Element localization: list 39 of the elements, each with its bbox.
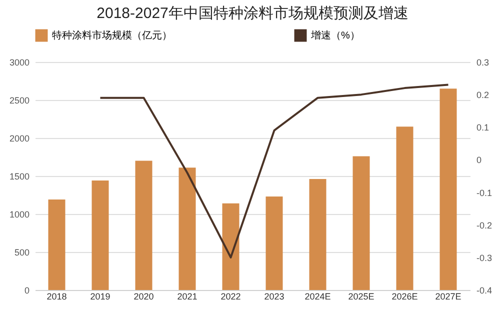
y-tick-label: 1000: [9, 210, 30, 220]
x-tick-label: 2018: [46, 292, 67, 302]
bar: [396, 126, 414, 290]
x-tick-label: 2024E: [304, 292, 331, 302]
y-tick-label: 1500: [9, 172, 30, 182]
x-tick-label: 2023: [264, 292, 284, 302]
bar: [92, 180, 109, 290]
y2-tick-label: -0.4: [476, 286, 492, 296]
line-series: [99, 84, 450, 258]
bar: [309, 179, 326, 290]
y-tick-label: 2000: [9, 134, 30, 144]
bar: [222, 203, 240, 290]
legend-label: 增速（%）: [310, 30, 360, 42]
y2-tick-label: -0.3: [476, 252, 492, 263]
bar: [48, 200, 66, 290]
y2-tick-label: 0.3: [476, 58, 490, 68]
y-tick-label: 3000: [9, 58, 30, 68]
y2-tick-label: 0.1: [476, 122, 490, 133]
y2-tick-label: 0.2: [476, 90, 490, 100]
bar: [352, 156, 370, 290]
y2-tick-label: -0.2: [476, 220, 492, 230]
x-tick-label: 2025E: [348, 292, 374, 302]
bar: [266, 196, 283, 290]
x-tick-label: 2020: [134, 292, 154, 302]
y-tick-label: 2500: [9, 96, 30, 106]
bar: [178, 168, 196, 290]
legend-label: 特种涂料市场规模（亿元）: [52, 30, 172, 42]
x-tick-label: 2026E: [392, 292, 418, 302]
y-tick-label: 500: [14, 248, 30, 258]
x-tick-label: 2022: [220, 292, 241, 302]
y2-tick-label: -0.1: [476, 188, 492, 198]
bar: [440, 88, 457, 290]
bar: [135, 160, 152, 290]
x-tick-label: 2019: [90, 292, 110, 302]
chart-title: 2018-2027年中国特种涂料市场规模预测及增速: [96, 5, 408, 22]
x-tick-label: 2027E: [435, 292, 462, 302]
y-tick-label: 0: [24, 286, 30, 296]
y2-tick-label: 0: [476, 155, 482, 166]
x-tick-label: 2021: [177, 292, 198, 302]
